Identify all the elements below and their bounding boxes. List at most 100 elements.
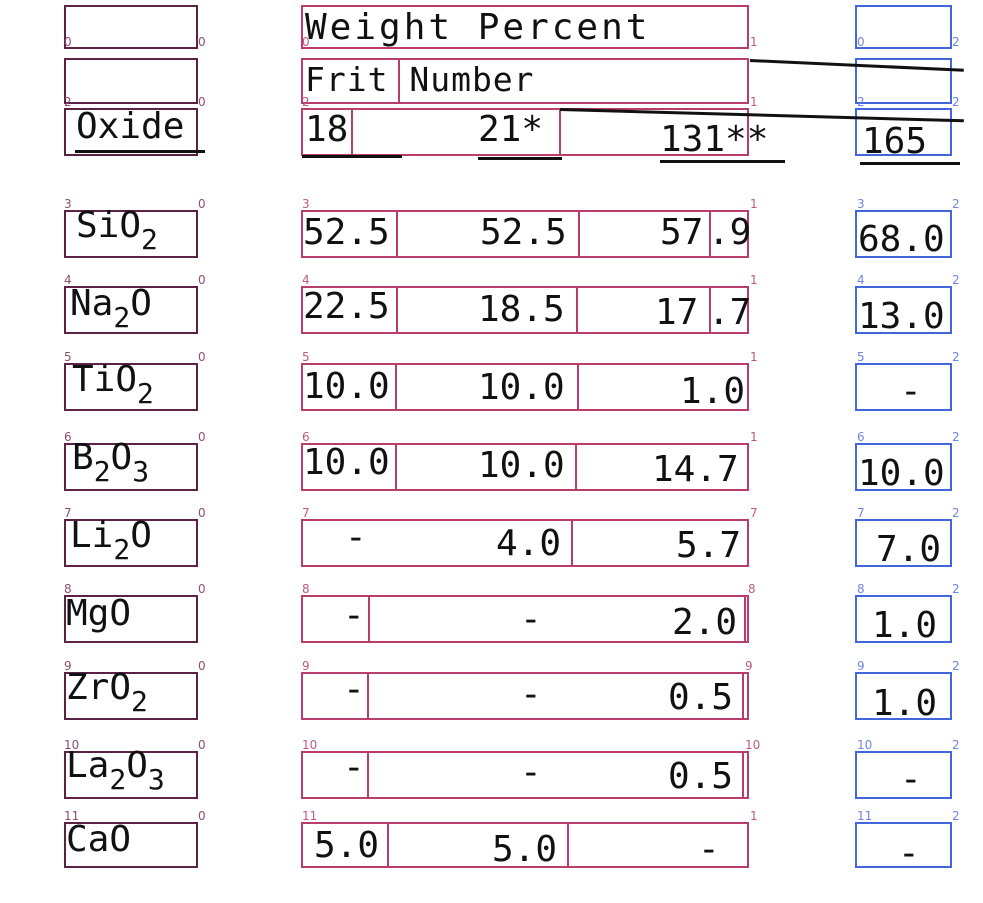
oxide-name: TiO2 bbox=[72, 359, 154, 411]
cell-r7-c0 bbox=[64, 519, 198, 567]
frit-165-header: 165 bbox=[862, 121, 928, 162]
cell-r6-c0 bbox=[64, 443, 198, 491]
value-frit-165: 13.0 bbox=[858, 296, 945, 337]
row-index-label: 11 bbox=[857, 809, 873, 823]
value-frit-165: 7.0 bbox=[876, 529, 942, 570]
col-index-label: 1 bbox=[750, 809, 758, 823]
cell-r10-c0 bbox=[64, 751, 198, 799]
col-index-label: 2 bbox=[952, 197, 960, 211]
col-index-label: 0 bbox=[198, 95, 206, 109]
cell-r11-c2 bbox=[855, 822, 952, 868]
cell-r9-c2 bbox=[855, 672, 952, 720]
value-frit-165: 1.0 bbox=[872, 683, 938, 724]
col-index-label: 2 bbox=[952, 35, 960, 49]
cell-r10-c2 bbox=[855, 751, 952, 799]
cell-r3-c0 bbox=[64, 210, 198, 258]
row-index-label: 9 bbox=[302, 659, 310, 673]
row-index-label: 4 bbox=[64, 273, 72, 287]
row-index-label: 9 bbox=[857, 659, 865, 673]
cell-r5-c0 bbox=[64, 363, 198, 411]
oxide-name: CaO bbox=[66, 819, 132, 860]
frit-21-underline bbox=[478, 157, 562, 160]
col-index-label: 2 bbox=[952, 350, 960, 364]
cell-r9-c0 bbox=[64, 672, 198, 720]
table-subtitle: Frit Number bbox=[305, 60, 535, 99]
col-index-label: 2 bbox=[952, 738, 960, 752]
cell-r6-c2 bbox=[855, 443, 952, 491]
cell-r3-c1-c bbox=[578, 210, 711, 258]
value-frit-131: 2.0 bbox=[672, 602, 738, 643]
oxide-name: La2O3 bbox=[66, 745, 165, 797]
value-frit-18: 10.0 bbox=[303, 442, 390, 483]
row-index-label: 4 bbox=[302, 273, 310, 287]
value-frit-165: 68.0 bbox=[858, 219, 945, 260]
value-frit-21: - bbox=[520, 674, 542, 715]
value-frit-18: - bbox=[345, 517, 367, 558]
col-index-label: 0 bbox=[198, 35, 206, 49]
row-index-label: 7 bbox=[64, 506, 72, 520]
col-index-label: 0 bbox=[198, 273, 206, 287]
row-index-label: 9 bbox=[64, 659, 72, 673]
row-index-label: 10 bbox=[302, 738, 318, 752]
cell-r4-c0 bbox=[64, 286, 198, 334]
row-index-label: 2 bbox=[64, 95, 72, 109]
row-index-label: 7 bbox=[857, 506, 865, 520]
value-frit-21: 18.5 bbox=[478, 289, 565, 330]
col-index-label: 1 bbox=[750, 197, 758, 211]
cell-r8-c2 bbox=[855, 595, 952, 643]
oxide-header-underline bbox=[75, 150, 205, 153]
value-frit-131: 5.7 bbox=[676, 525, 742, 566]
col-index-label: 0 bbox=[198, 506, 206, 520]
cell-r1-c1-sub bbox=[301, 58, 400, 104]
row-index-label: 0 bbox=[857, 35, 865, 49]
cell-r2-c2 bbox=[855, 108, 952, 156]
value-frit-165: - bbox=[900, 759, 922, 800]
row-index-label: 10 bbox=[857, 738, 873, 752]
value-frit-131-decimal: .9 bbox=[708, 212, 752, 253]
cell-r0-c1 bbox=[301, 5, 749, 49]
row-index-label: 10 bbox=[745, 738, 761, 752]
oxide-name: SiO2 bbox=[76, 205, 158, 257]
row-index-label: 9 bbox=[745, 659, 753, 673]
row-index-label: 8 bbox=[857, 582, 865, 596]
col-index-label: 0 bbox=[198, 809, 206, 823]
col-index-label: 0 bbox=[198, 738, 206, 752]
row-index-label: 0 bbox=[302, 35, 310, 49]
col-index-label: 2 bbox=[952, 809, 960, 823]
cell-r3-c2 bbox=[855, 210, 952, 258]
cell-r8-c0 bbox=[64, 595, 198, 643]
row-index-label: 8 bbox=[64, 582, 72, 596]
col-index-label: 1 bbox=[750, 350, 758, 364]
col-index-label: 1 bbox=[750, 273, 758, 287]
row-index-label: 6 bbox=[302, 430, 310, 444]
value-frit-165: 10.0 bbox=[858, 453, 945, 494]
col-index-label: 2 bbox=[952, 273, 960, 287]
row-index-label: 11 bbox=[64, 809, 80, 823]
value-frit-21: 52.5 bbox=[480, 212, 567, 253]
cell-r9-c1-b bbox=[367, 672, 744, 720]
col-index-label: 2 bbox=[952, 506, 960, 520]
value-frit-18: 5.0 bbox=[314, 825, 380, 866]
row-index-label: 4 bbox=[857, 273, 865, 287]
value-frit-18: - bbox=[343, 595, 365, 636]
row-index-label: 7 bbox=[750, 506, 758, 520]
col-index-label: 2 bbox=[952, 659, 960, 673]
value-frit-18: 52.5 bbox=[303, 212, 390, 253]
value-frit-165: - bbox=[900, 371, 922, 412]
cell-r1-c2 bbox=[855, 58, 952, 104]
col-index-label: 0 bbox=[198, 659, 206, 673]
col-index-label: 0 bbox=[198, 197, 206, 211]
value-frit-131: 57 bbox=[660, 212, 704, 253]
value-frit-131: 14.7 bbox=[652, 449, 739, 490]
row-index-label: 2 bbox=[302, 95, 310, 109]
cell-r6-c1-b bbox=[395, 443, 577, 491]
oxide-name: B2O3 bbox=[72, 437, 150, 489]
row-index-label: 10 bbox=[64, 738, 80, 752]
row-index-label: 8 bbox=[748, 582, 756, 596]
value-frit-131: 17 bbox=[655, 292, 699, 333]
frit-131-underline bbox=[660, 160, 785, 163]
frit-21-header: 21* bbox=[478, 109, 544, 150]
row-index-label: 2 bbox=[857, 95, 865, 109]
value-frit-131: 0.5 bbox=[668, 677, 734, 718]
row-index-label: 3 bbox=[64, 197, 72, 211]
